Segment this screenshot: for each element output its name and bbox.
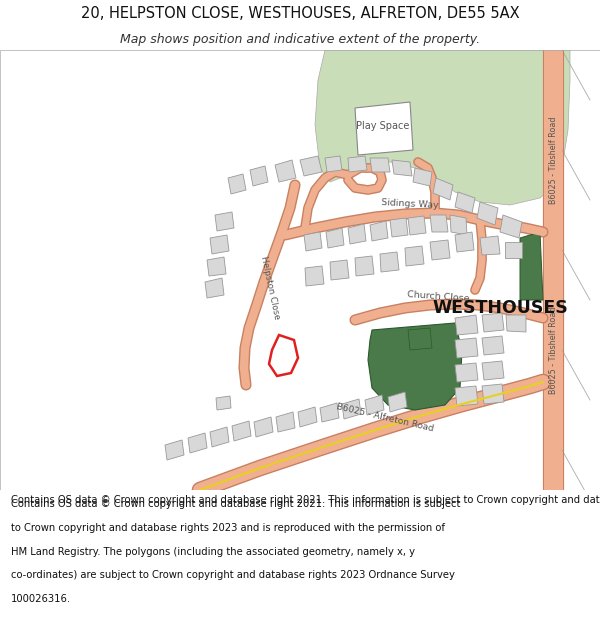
Text: Contains OS data © Crown copyright and database right 2021. This information is : Contains OS data © Crown copyright and d… xyxy=(11,496,600,506)
Polygon shape xyxy=(455,315,478,335)
Polygon shape xyxy=(380,252,399,272)
Polygon shape xyxy=(408,216,426,235)
Text: HM Land Registry. The polygons (including the associated geometry, namely x, y: HM Land Registry. The polygons (includin… xyxy=(11,547,415,557)
Polygon shape xyxy=(505,242,522,258)
Text: B6025 - Tibshelf Road: B6025 - Tibshelf Road xyxy=(548,306,557,394)
Polygon shape xyxy=(342,399,361,419)
Polygon shape xyxy=(348,224,366,244)
Polygon shape xyxy=(482,384,504,404)
Polygon shape xyxy=(298,407,317,427)
Polygon shape xyxy=(450,215,467,235)
Polygon shape xyxy=(254,417,273,437)
Text: to Crown copyright and database rights 2023 and is reproduced with the permissio: to Crown copyright and database rights 2… xyxy=(11,523,445,533)
Polygon shape xyxy=(330,260,349,280)
Polygon shape xyxy=(207,257,226,276)
Text: B6025 - Tibshelf Road: B6025 - Tibshelf Road xyxy=(548,116,557,204)
Polygon shape xyxy=(433,178,453,200)
Polygon shape xyxy=(455,338,478,358)
Polygon shape xyxy=(210,427,229,447)
Polygon shape xyxy=(215,212,234,231)
Polygon shape xyxy=(275,160,296,182)
Polygon shape xyxy=(348,156,367,172)
Polygon shape xyxy=(520,232,543,300)
Text: Helpston Close: Helpston Close xyxy=(259,256,281,321)
Text: Play Space: Play Space xyxy=(356,121,410,131)
Polygon shape xyxy=(506,315,526,332)
Polygon shape xyxy=(250,166,268,186)
Polygon shape xyxy=(368,323,462,410)
Polygon shape xyxy=(210,235,229,254)
Polygon shape xyxy=(355,256,374,276)
Polygon shape xyxy=(326,228,344,248)
Polygon shape xyxy=(482,361,504,380)
Polygon shape xyxy=(165,440,184,460)
Polygon shape xyxy=(455,363,478,382)
Text: B6025 - Alfreton Road: B6025 - Alfreton Road xyxy=(335,402,434,434)
Polygon shape xyxy=(228,174,246,194)
Polygon shape xyxy=(477,202,498,225)
Polygon shape xyxy=(408,328,432,350)
Text: Church Close: Church Close xyxy=(407,291,469,304)
Polygon shape xyxy=(413,168,432,186)
Polygon shape xyxy=(205,278,224,298)
Polygon shape xyxy=(480,236,500,255)
Polygon shape xyxy=(315,50,570,205)
Polygon shape xyxy=(455,192,475,213)
Polygon shape xyxy=(300,156,322,176)
Polygon shape xyxy=(320,403,339,422)
Polygon shape xyxy=(455,232,474,252)
Polygon shape xyxy=(482,313,504,332)
Text: Sidings Way: Sidings Way xyxy=(381,198,439,210)
Text: 100026316.: 100026316. xyxy=(11,594,71,604)
Text: Map shows position and indicative extent of the property.: Map shows position and indicative extent… xyxy=(120,34,480,46)
Polygon shape xyxy=(365,395,384,415)
Polygon shape xyxy=(305,266,324,286)
Polygon shape xyxy=(304,232,322,251)
Polygon shape xyxy=(390,218,408,237)
Polygon shape xyxy=(392,160,412,176)
Polygon shape xyxy=(370,158,390,172)
Text: co-ordinates) are subject to Crown copyright and database rights 2023 Ordnance S: co-ordinates) are subject to Crown copyr… xyxy=(11,571,455,581)
Polygon shape xyxy=(430,240,450,260)
Polygon shape xyxy=(370,221,388,241)
Polygon shape xyxy=(216,396,231,410)
Text: 20, HELPSTON CLOSE, WESTHOUSES, ALFRETON, DE55 5AX: 20, HELPSTON CLOSE, WESTHOUSES, ALFRETON… xyxy=(80,6,520,21)
Polygon shape xyxy=(455,386,478,406)
Text: WESTHOUSES: WESTHOUSES xyxy=(432,299,568,317)
Polygon shape xyxy=(325,156,342,172)
Polygon shape xyxy=(276,412,295,432)
Text: Contains OS data © Crown copyright and database right 2021. This information is : Contains OS data © Crown copyright and d… xyxy=(11,499,460,509)
Polygon shape xyxy=(232,421,251,441)
Polygon shape xyxy=(430,215,448,232)
Polygon shape xyxy=(388,392,407,412)
Polygon shape xyxy=(482,336,504,355)
Polygon shape xyxy=(405,246,424,266)
Polygon shape xyxy=(355,102,413,155)
Polygon shape xyxy=(188,433,207,453)
Polygon shape xyxy=(500,215,522,238)
